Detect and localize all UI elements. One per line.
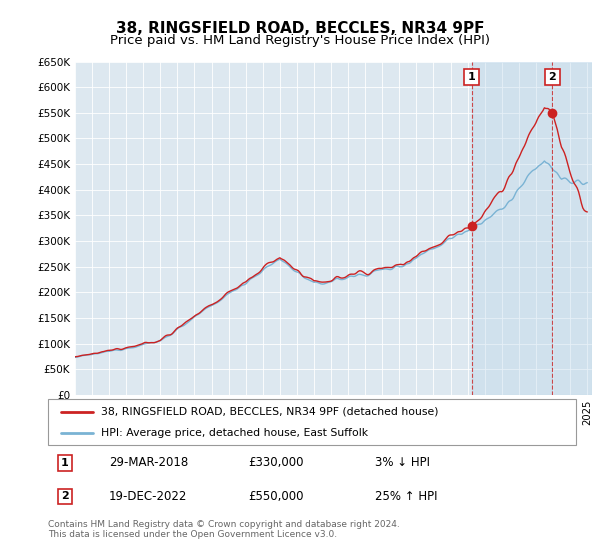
Text: 25% ↑ HPI: 25% ↑ HPI xyxy=(376,490,438,503)
Text: 1: 1 xyxy=(468,72,476,82)
Text: 29-MAR-2018: 29-MAR-2018 xyxy=(109,456,188,469)
Text: £330,000: £330,000 xyxy=(248,456,304,469)
Text: 38, RINGSFIELD ROAD, BECCLES, NR34 9PF (detached house): 38, RINGSFIELD ROAD, BECCLES, NR34 9PF (… xyxy=(101,407,438,417)
Text: 2: 2 xyxy=(61,491,69,501)
Text: 1: 1 xyxy=(61,458,69,468)
Bar xyxy=(553,62,592,395)
Text: 38, RINGSFIELD ROAD, BECCLES, NR34 9PF: 38, RINGSFIELD ROAD, BECCLES, NR34 9PF xyxy=(116,21,484,36)
Text: Price paid vs. HM Land Registry's House Price Index (HPI): Price paid vs. HM Land Registry's House … xyxy=(110,34,490,46)
Text: £550,000: £550,000 xyxy=(248,490,304,503)
Text: 19-DEC-2022: 19-DEC-2022 xyxy=(109,490,187,503)
Text: Contains HM Land Registry data © Crown copyright and database right 2024.
This d: Contains HM Land Registry data © Crown c… xyxy=(48,520,400,539)
FancyBboxPatch shape xyxy=(48,399,576,445)
Bar xyxy=(472,62,553,395)
Text: HPI: Average price, detached house, East Suffolk: HPI: Average price, detached house, East… xyxy=(101,428,368,438)
Text: 3% ↓ HPI: 3% ↓ HPI xyxy=(376,456,430,469)
Text: 2: 2 xyxy=(548,72,556,82)
